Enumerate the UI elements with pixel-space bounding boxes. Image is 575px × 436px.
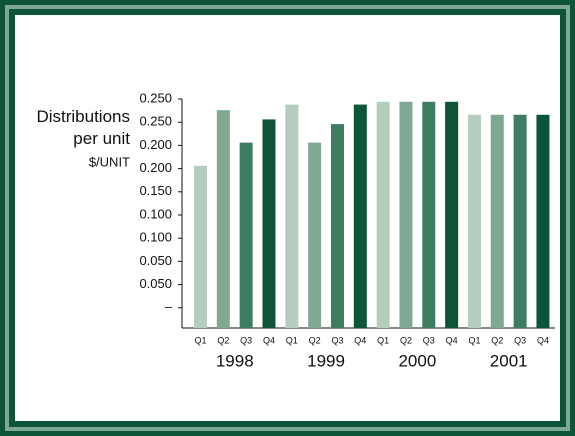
x-tick-label: Q4 [446, 335, 458, 345]
x-tick-label: Q2 [491, 335, 503, 345]
bar [536, 114, 550, 328]
x-tick-label: Q1 [194, 335, 206, 345]
y-label: Distributions per unit [36, 107, 130, 148]
bar [216, 110, 230, 328]
bar [490, 114, 504, 328]
x-tick-label: Q1 [468, 335, 480, 345]
bar [467, 114, 481, 328]
group-label: 1998 [216, 351, 254, 370]
y-tick-label: 0.050 [139, 253, 172, 268]
bar [262, 119, 276, 328]
bar [513, 114, 527, 328]
y-tick-label: 0.250 [139, 90, 172, 105]
bar [422, 101, 436, 328]
x-tick-label: Q3 [423, 335, 435, 345]
bar [308, 142, 322, 328]
bar [330, 124, 344, 328]
x-tick-label: Q4 [263, 335, 275, 345]
y-tick-label: 0.050 [139, 276, 172, 291]
group-label: 2000 [398, 351, 436, 370]
bar [353, 104, 367, 329]
x-tick-label: Q2 [400, 335, 412, 345]
y-tick-label: 0.100 [139, 206, 172, 221]
bar [194, 165, 207, 328]
y-unit: $/UNIT [89, 154, 130, 169]
group-label: 1999 [307, 351, 345, 370]
bar [399, 101, 413, 328]
group-label: 2001 [490, 351, 528, 370]
x-tick-label: Q3 [240, 335, 252, 345]
x-tick-label: Q4 [354, 335, 366, 345]
x-tick-label: Q2 [309, 335, 321, 345]
y-tick-label: 0.150 [139, 183, 172, 198]
x-tick-label: Q3 [331, 335, 343, 345]
y-tick-label: 0.100 [139, 230, 172, 245]
x-tick-label: Q3 [514, 335, 526, 345]
bar [239, 142, 253, 328]
y-tick-label: – [165, 299, 173, 314]
bar [445, 101, 459, 328]
y-tick-label: 0.250 [139, 114, 172, 129]
x-tick-label: Q1 [286, 335, 298, 345]
x-tick-label: Q1 [377, 335, 389, 345]
x-tick-label: Q2 [217, 335, 229, 345]
bar [376, 101, 390, 328]
y-tick-label: 0.200 [139, 160, 172, 175]
y-tick-label: 0.200 [139, 137, 172, 152]
bar [285, 104, 299, 329]
x-tick-label: Q4 [537, 335, 549, 345]
